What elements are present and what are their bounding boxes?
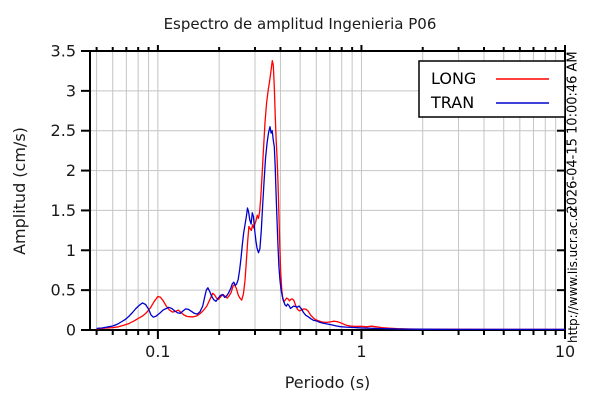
y-tick-label: 2.5 [51,121,76,140]
y-tick-label: 3.5 [51,42,76,61]
y-axis-label: Amplitud (cm/s) [10,127,29,255]
legend-label-tran: TRAN [430,93,474,112]
series-tran-line [96,126,565,331]
axis-frame [89,50,566,331]
y-tick-label: 1 [66,241,76,260]
y-tick-label: 3 [66,81,76,100]
series-long-line [96,59,565,331]
legend-box [418,60,566,118]
url-annotation: http://www.lis.ucr.ac.cr [566,206,580,343]
x-tick-label: 1 [356,342,366,361]
y-tick-label: 2 [66,161,76,180]
legend-label-long: LONG [431,69,476,88]
chart-title: Espectro de amplitud Ingenieria P06 [163,15,437,33]
y-tick-label: 0.5 [51,281,76,300]
x-tick-label: 10 [555,342,575,361]
x-tick-label: 0.1 [145,342,170,361]
timestamp-annotation: 2026-04-15 10:00:46 AM [565,51,581,214]
y-tick-label: 1.5 [51,201,76,220]
y-tick-label: 0 [66,321,76,340]
x-axis-label: Periodo (s) [284,373,371,392]
